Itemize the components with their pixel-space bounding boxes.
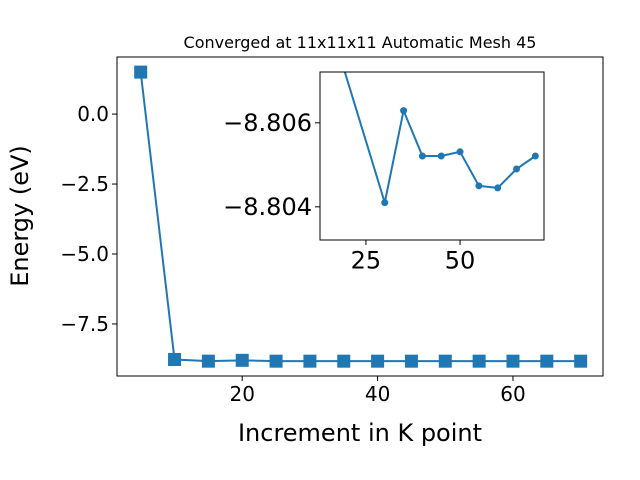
marker <box>418 152 426 160</box>
marker <box>381 199 389 207</box>
y-tick-label: −8.806 <box>223 109 312 137</box>
marker <box>494 184 502 192</box>
marker <box>325 14 332 21</box>
marker <box>400 107 408 115</box>
x-tick-label: 40 <box>365 382 390 406</box>
axes-frame <box>319 71 545 241</box>
axes-frame <box>116 56 604 377</box>
x-tick-label: 50 <box>445 246 476 274</box>
marker <box>531 152 539 160</box>
y-tick-label: 0.0 <box>77 102 109 126</box>
marker <box>513 165 521 173</box>
series-group <box>325 14 539 207</box>
chart-title: Converged at 11x11x11 Automatic Mesh 45 <box>184 33 537 52</box>
marker <box>437 152 445 160</box>
x-tick-label: 25 <box>351 246 382 274</box>
marker <box>506 354 520 368</box>
marker <box>540 354 554 368</box>
marker <box>201 354 215 368</box>
y-tick-label: −8.804 <box>223 193 312 221</box>
y-tick-label: −7.5 <box>60 312 109 336</box>
marker <box>337 354 351 368</box>
marker <box>371 354 385 368</box>
line <box>343 72 536 203</box>
marker <box>472 354 486 368</box>
marker <box>168 352 182 366</box>
marker <box>475 182 483 190</box>
series-group <box>134 65 588 368</box>
x-tick-label: 60 <box>500 382 525 406</box>
marker <box>574 354 588 368</box>
y-tick-label: −5.0 <box>60 242 109 266</box>
marker <box>134 65 148 79</box>
marker <box>404 354 418 368</box>
marker <box>456 148 464 156</box>
marker <box>269 354 283 368</box>
x-tick-label: 20 <box>229 382 254 406</box>
marker <box>438 354 452 368</box>
marker <box>303 354 317 368</box>
x-axis-label: Increment in K point <box>238 419 482 447</box>
y-tick-label: −2.5 <box>60 172 109 196</box>
y-axis-label: Energy (eV) <box>6 145 34 287</box>
marker <box>235 353 249 367</box>
